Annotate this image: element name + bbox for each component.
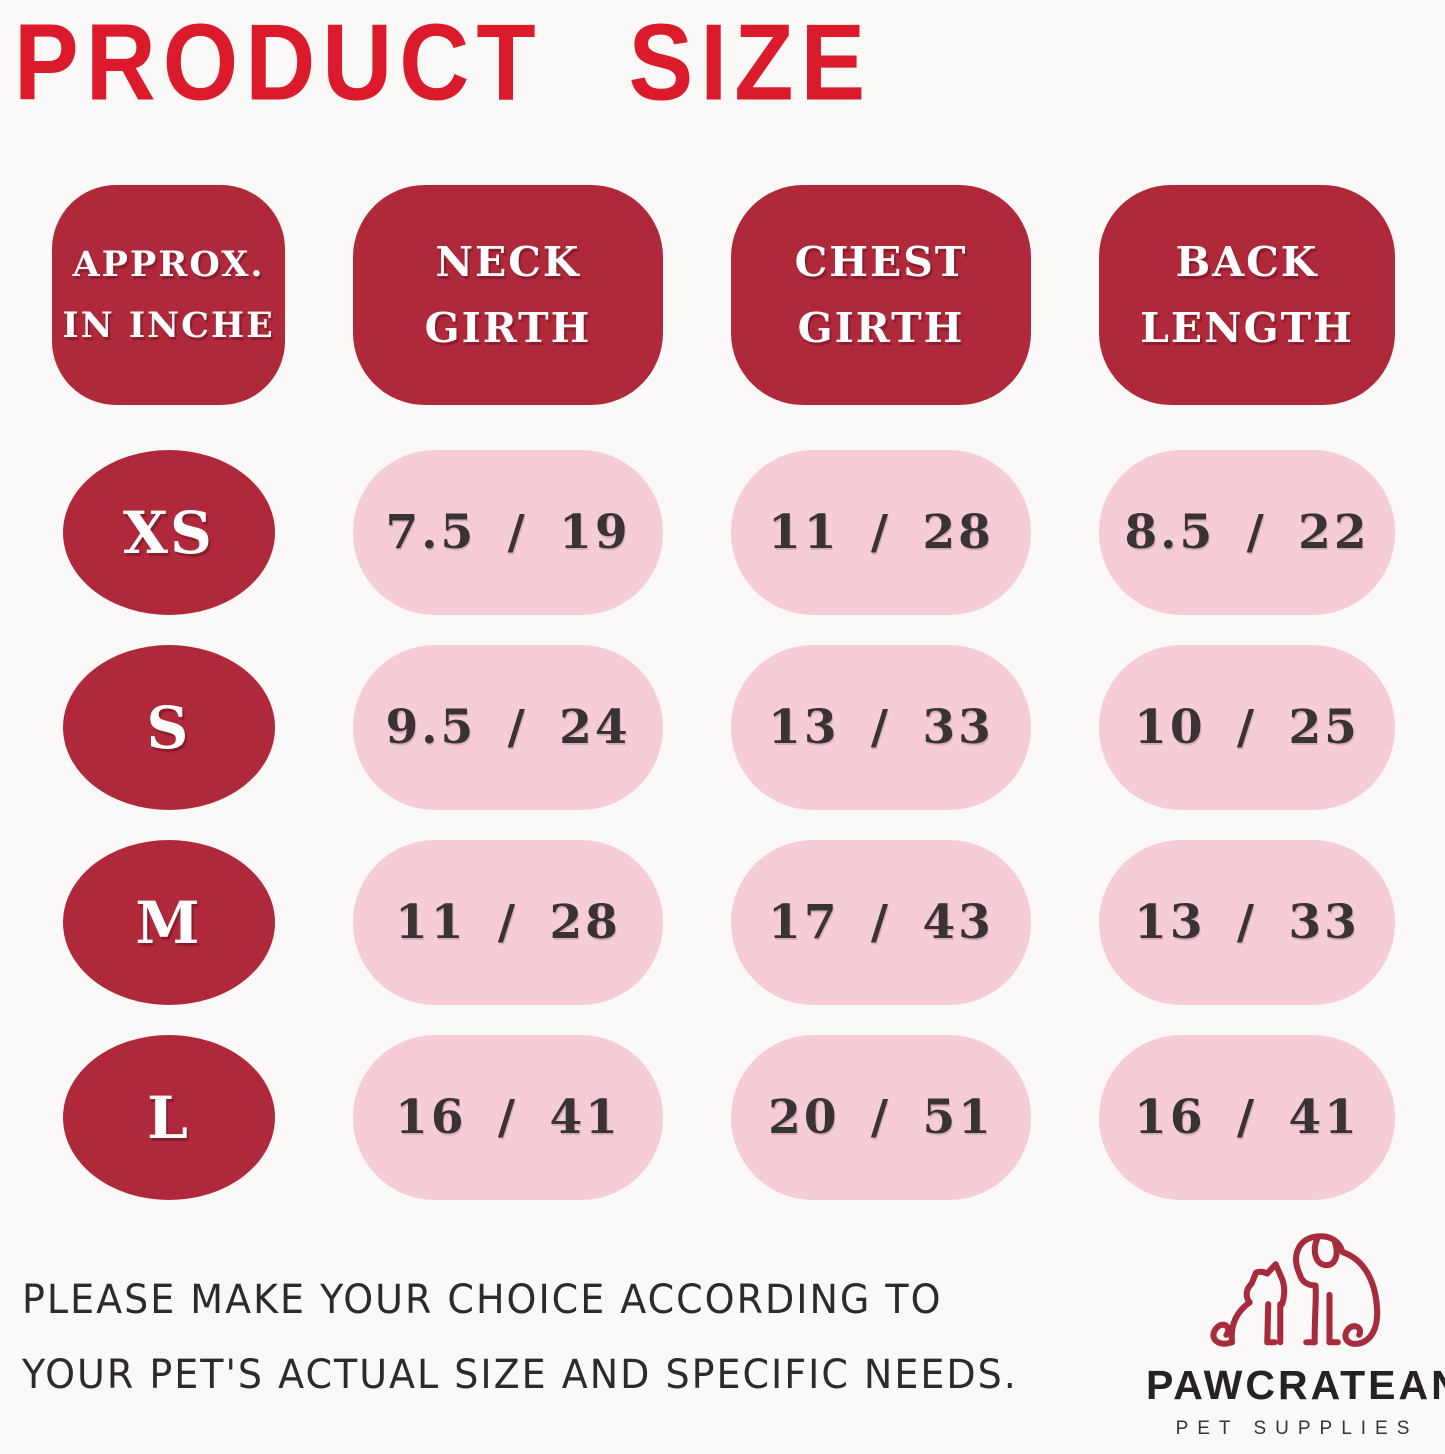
table-row-l-label-cell: L: [52, 1035, 285, 1200]
size-table: APPROX. IN INCHE NECK GIRTH CHEST GIRTH …: [52, 185, 1395, 1200]
size-badge-m: M: [62, 840, 275, 1005]
value-l-neck-girth: 16 / 41: [353, 1035, 663, 1200]
column-header-approx-in-inche: APPROX. IN INCHE: [52, 185, 285, 405]
brand-tagline: PET SUPPLIES: [1175, 1418, 1419, 1439]
column-header-back-length: BACK LENGTH: [1099, 185, 1395, 405]
value-s-chest-girth: 13 / 33: [731, 645, 1031, 810]
header-line: APPROX.: [72, 244, 265, 285]
column-header-chest-girth: CHEST GIRTH: [731, 185, 1031, 405]
brand-logo: PAWCRATEAN PET SUPPLIES: [1146, 1228, 1445, 1440]
size-badge-l: L: [62, 1035, 275, 1200]
value-m-back-length: 13 / 33: [1099, 840, 1395, 1005]
value-s-neck-girth: 9.5 / 24: [353, 645, 663, 810]
value-s-back-length: 10 / 25: [1099, 645, 1395, 810]
header-line: NECK: [435, 238, 581, 286]
header-line: LENGTH: [1140, 304, 1354, 352]
disclaimer-note: PLEASE MAKE YOUR CHOICE ACCORDING TO YOU…: [22, 1262, 1018, 1413]
disclaimer-line-2: YOUR PET'S ACTUAL SIZE AND SPECIFIC NEED…: [22, 1351, 1018, 1398]
value-m-neck-girth: 11 / 28: [353, 840, 663, 1005]
table-row-m-label-cell: M: [52, 840, 285, 1005]
value-xs-chest-girth: 11 / 28: [731, 450, 1031, 615]
column-header-neck-girth: NECK GIRTH: [353, 185, 663, 405]
value-l-back-length: 16 / 41: [1099, 1035, 1395, 1200]
header-line: GIRTH: [424, 304, 592, 352]
dog-and-cat-line-art-icon: [1210, 1233, 1381, 1347]
value-m-chest-girth: 17 / 43: [731, 840, 1031, 1005]
header-line: CHEST: [794, 238, 968, 286]
header-line: BACK: [1175, 238, 1319, 286]
value-l-chest-girth: 20 / 51: [731, 1035, 1031, 1200]
brand-name: PAWCRATEAN: [1146, 1362, 1445, 1408]
table-row-xs-label-cell: XS: [52, 450, 285, 615]
header-line: IN INCHE: [62, 305, 275, 346]
value-xs-back-length: 8.5 / 22: [1099, 450, 1395, 615]
table-row-s-label-cell: S: [52, 645, 285, 810]
page-title: PRODUCT SIZE: [14, 1, 873, 124]
value-xs-neck-girth: 7.5 / 19: [353, 450, 663, 615]
header-line: GIRTH: [797, 304, 965, 352]
size-badge-xs: XS: [62, 450, 275, 615]
disclaimer-line-1: PLEASE MAKE YOUR CHOICE ACCORDING TO: [22, 1275, 943, 1323]
size-badge-s: S: [62, 645, 275, 810]
